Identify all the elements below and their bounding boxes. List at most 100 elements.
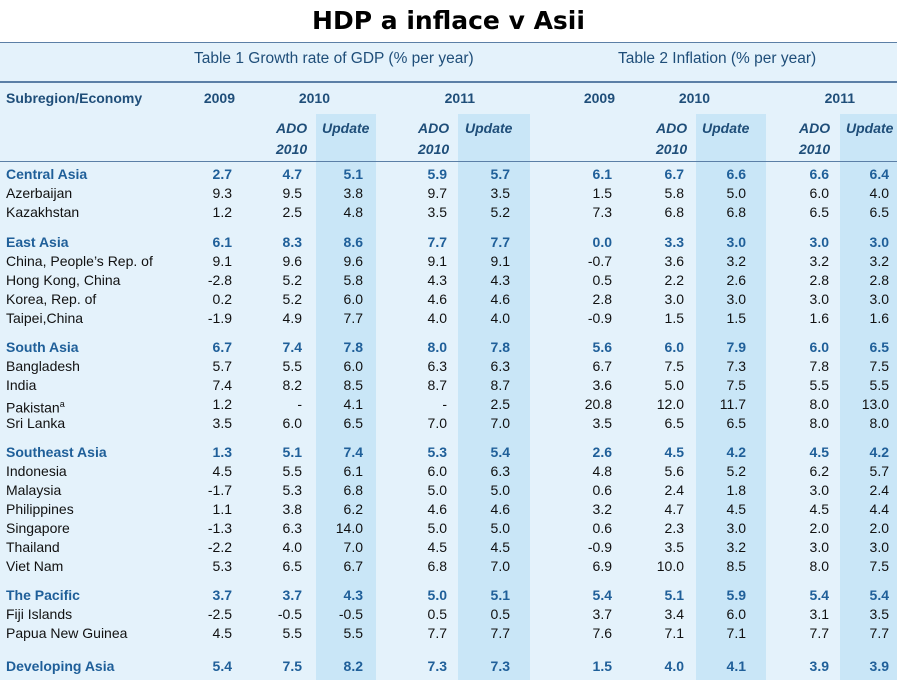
table-cell: 1.2 [212, 204, 232, 220]
table-cell: 5.5 [282, 463, 302, 479]
table-cell: 6.5 [664, 415, 684, 431]
table-cell: 4.9 [282, 310, 302, 326]
table-cell: 10.0 [656, 558, 684, 574]
update-col-highlight-t1-2011 [458, 114, 530, 680]
table-cell: 9.3 [212, 185, 232, 201]
table-cell: 0.5 [427, 606, 447, 622]
table-cell: 8.7 [490, 377, 510, 393]
table-cell: 6.7 [592, 358, 612, 374]
table-cell: 5.1 [282, 444, 302, 460]
economy-label: Developing Asia [6, 658, 115, 674]
table-cell: 1.5 [592, 185, 612, 201]
economy-label: Bangladesh [6, 358, 80, 374]
table-cell: 4.2 [869, 444, 889, 460]
table-cell: 1.5 [726, 310, 746, 326]
economy-name: East Asia [6, 233, 69, 252]
subheader-ado-year-t1-2011: 2010 [418, 141, 450, 157]
table-cell: 6.1 [343, 463, 363, 479]
table-cell: 4.6 [490, 501, 510, 517]
table-cell: 2.8 [592, 291, 612, 307]
table-cell: 6.0 [427, 463, 447, 479]
table-cell: 6.2 [809, 463, 829, 479]
table-cell: 3.5 [592, 415, 612, 431]
table-cell: 4.2 [726, 444, 746, 460]
table-cell: -0.5 [338, 606, 363, 622]
table-cell: 5.4 [490, 444, 510, 460]
table-cell: 12.0 [656, 396, 684, 412]
economy-name: Indonesia [6, 462, 67, 481]
table-cell: 0.6 [592, 520, 612, 536]
table-cell: 5.5 [282, 625, 302, 641]
table-cell: 8.5 [726, 558, 746, 574]
table-cell: 9.5 [282, 185, 302, 201]
table-cell: 6.5 [282, 558, 302, 574]
subheader-update-t1-2010: Update [322, 120, 370, 136]
table-cell: 5.7 [490, 166, 510, 182]
economy-label: Papua New Guinea [6, 625, 128, 641]
table-cell: 7.7 [343, 310, 363, 326]
table-cell: 3.7 [282, 587, 302, 603]
table-cell: 7.7 [490, 625, 510, 641]
economy-name: Malaysia [6, 481, 61, 500]
subheader-ado-year-t2-2010: 2010 [656, 141, 688, 157]
table-cell: 0.5 [592, 272, 612, 288]
table-cell: 3.4 [664, 606, 684, 622]
table-cell: 6.0 [343, 358, 363, 374]
table-cell: 0.0 [592, 234, 612, 250]
table-cell: 7.7 [427, 234, 447, 250]
table-cell: -1.3 [207, 520, 232, 536]
table-cell: 5.9 [726, 587, 746, 603]
economy-name: Bangladesh [6, 357, 80, 376]
table-cell: -2.8 [207, 272, 232, 288]
table-cell: 7.3 [726, 358, 746, 374]
rule-under-captions [0, 81, 897, 83]
table-cell: 5.0 [427, 587, 447, 603]
table-cell: 4.3 [343, 587, 363, 603]
table-cell: 3.8 [343, 185, 363, 201]
table-cell: 4.7 [664, 501, 684, 517]
table-cell: 9.1 [427, 253, 447, 269]
table-cell: 5.0 [490, 520, 510, 536]
table-cell: 3.5 [490, 185, 510, 201]
table-cell: 5.8 [343, 272, 363, 288]
year-header-t1-2011: 2011 [444, 90, 475, 106]
table-cell: 4.1 [726, 658, 746, 674]
economy-name: Papua New Guinea [6, 624, 127, 643]
table-cell: 13.0 [861, 396, 889, 412]
table-cell: 8.2 [343, 658, 363, 674]
economy-label: Hong Kong, China [6, 272, 121, 288]
update-col-highlight-t2-2010 [696, 114, 766, 680]
table-cell: 5.1 [490, 587, 510, 603]
table-cell: 8.3 [282, 234, 302, 250]
table-cell: 4.5 [212, 625, 232, 641]
table-cell: 2.3 [664, 520, 684, 536]
economy-label: Philippines [6, 501, 74, 517]
table-cell: 7.3 [490, 658, 510, 674]
table-cell: 3.8 [282, 501, 302, 517]
economy-label: Singapore [6, 520, 70, 536]
economy-name: Southeast Asia [6, 443, 107, 462]
table-cell: 6.1 [592, 166, 612, 182]
economy-label: Taipei,China [6, 310, 84, 326]
subheader-update-t2-2010: Update [702, 120, 750, 136]
table-cell: -1.7 [207, 482, 232, 498]
table-cell: 7.4 [212, 377, 232, 393]
table-cell: 6.6 [726, 166, 746, 182]
economy-name: Developing Asia [6, 657, 114, 676]
table-cell: -2.2 [207, 539, 232, 555]
table-cell: 6.5 [343, 415, 363, 431]
table-cell: 5.2 [726, 463, 746, 479]
economy-name: Kazakhstan [6, 203, 79, 222]
table-cell: 8.0 [869, 415, 889, 431]
table-cell: 6.8 [427, 558, 447, 574]
table-cell: 3.5 [664, 539, 684, 555]
table-cell: 5.4 [592, 587, 612, 603]
table-cell: 5.5 [809, 377, 829, 393]
table-cell: 4.0 [490, 310, 510, 326]
table-cell: 8.6 [343, 234, 363, 250]
column-header-economy: Subregion/Economy [6, 90, 143, 106]
year-header-t1-2010: 2010 [298, 90, 330, 106]
table-cell: 5.5 [282, 358, 302, 374]
economy-label: The Pacific [6, 587, 80, 603]
update-col-highlight-t2-2011 [840, 114, 897, 680]
